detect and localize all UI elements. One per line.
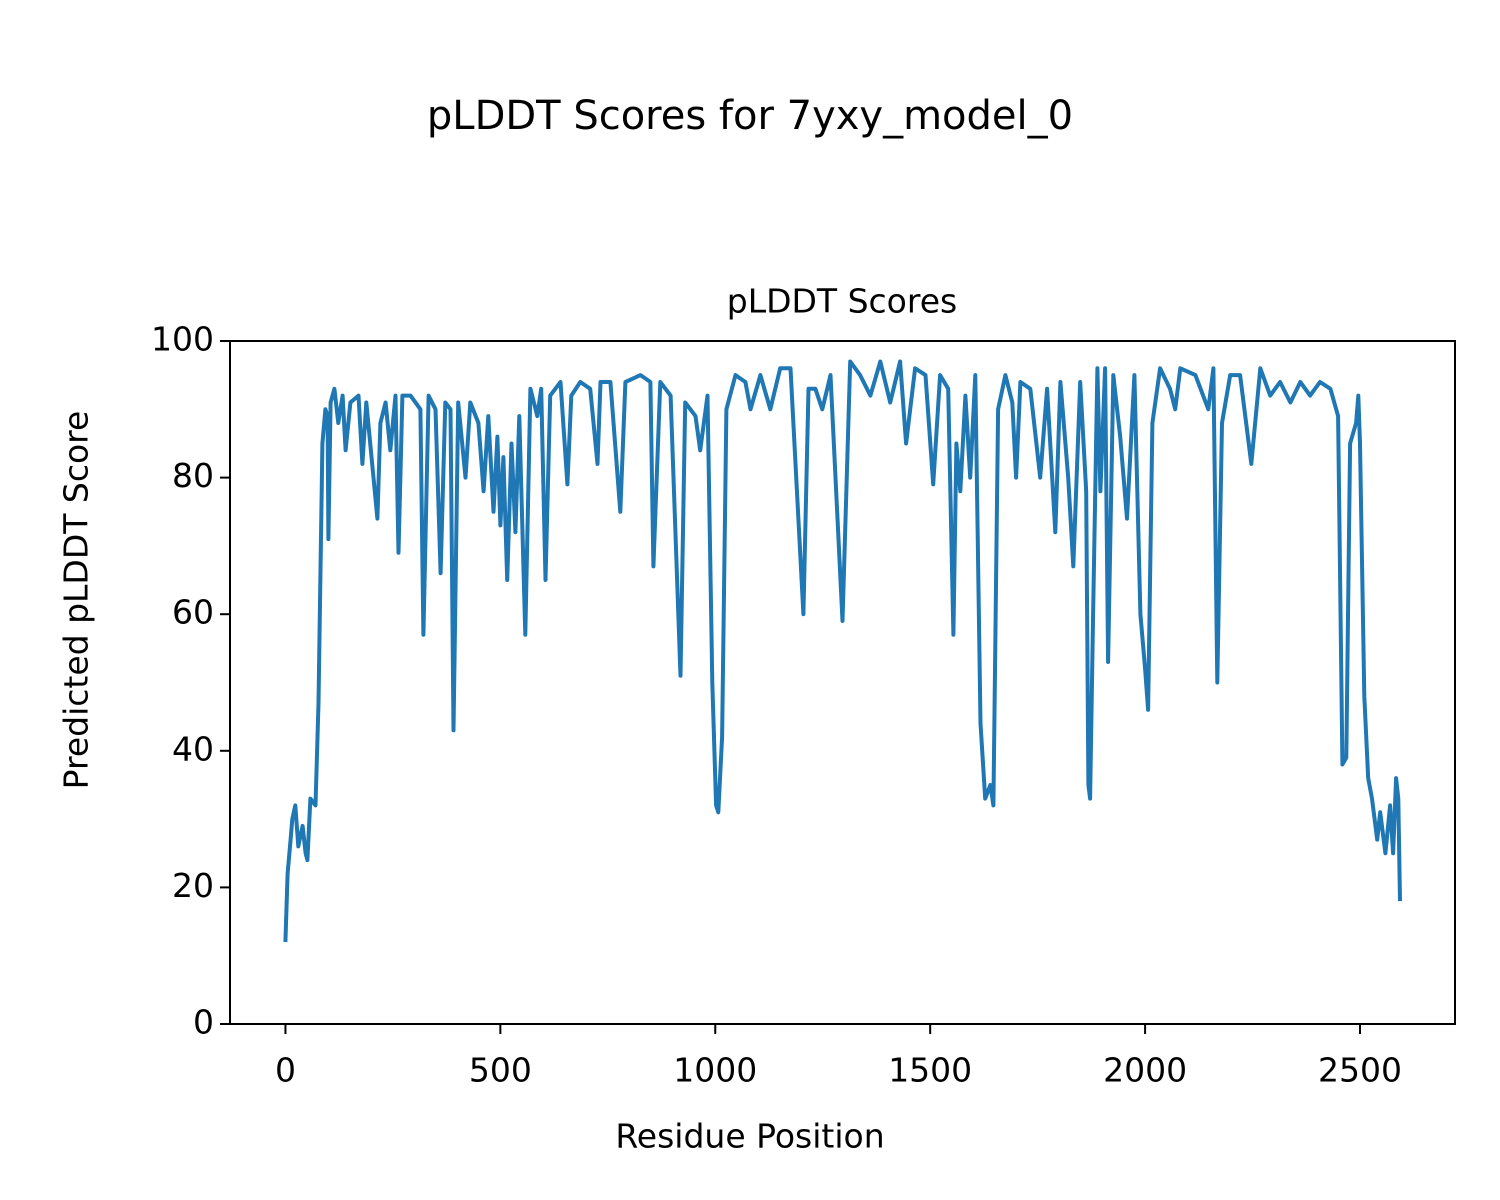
axes-title: pLDDT Scores	[727, 282, 957, 321]
x-tick-label: 1500	[888, 1051, 972, 1090]
data-line	[283, 359, 1402, 943]
x-tick-label: 500	[469, 1051, 532, 1090]
y-tick-label: 80	[172, 456, 214, 495]
y-tick-label: 60	[172, 593, 214, 632]
y-tick-label: 100	[151, 320, 214, 359]
y-axis-label: Predicted pLDDT Score	[57, 411, 96, 790]
y-tick-label: 20	[172, 866, 214, 905]
x-tick-label: 2500	[1318, 1051, 1402, 1090]
chart-title: pLDDT Scores for 7yxy_model_0	[427, 93, 1073, 139]
x-axis-label: Residue Position	[615, 1117, 884, 1156]
x-tick-label: 0	[275, 1051, 296, 1090]
axes-frame	[229, 340, 1456, 1025]
y-tick-label: 0	[193, 1003, 214, 1042]
y-tick-label: 40	[172, 729, 214, 768]
x-tick-label: 2000	[1103, 1051, 1187, 1090]
x-tick-label: 1000	[673, 1051, 757, 1090]
